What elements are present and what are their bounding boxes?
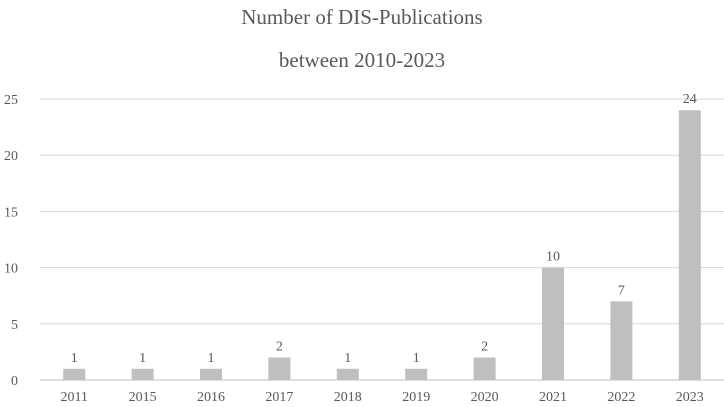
bar-2022 (610, 301, 633, 380)
y-tick-label: 20 (4, 149, 18, 164)
bar-2019 (405, 368, 428, 380)
data-label: 1 (139, 351, 146, 366)
y-tick-label: 25 (4, 93, 18, 108)
y-tick-label: 15 (4, 205, 18, 220)
y-tick-label: 5 (11, 318, 18, 333)
bar-2017 (268, 357, 291, 380)
x-tick-label: 2015 (129, 390, 157, 405)
x-tick-label: 2018 (334, 390, 362, 405)
chart-title-line-1: Number of DIS-Publications (241, 5, 483, 29)
data-label: 7 (618, 283, 625, 298)
x-tick-label: 2016 (197, 390, 225, 405)
data-label: 2 (276, 340, 283, 355)
data-label: 1 (413, 351, 420, 366)
x-tick-label: 2019 (402, 390, 430, 405)
bar-2023 (678, 110, 701, 381)
y-tick-labels: 0 5 10 15 20 25 (4, 93, 18, 389)
data-label: 2 (481, 340, 488, 355)
gridlines (40, 98, 724, 381)
x-tick-label: 2022 (607, 390, 635, 405)
x-tick-label: 2017 (265, 390, 293, 405)
bar-2018 (336, 368, 359, 380)
chart-title-line-2: between 2010-2023 (278, 48, 446, 72)
x-tick-labels: 2011 2015 2016 2017 2018 2019 2020 2021 2022 2023 (60, 390, 703, 405)
bar-2016 (200, 368, 222, 380)
bar-2021 (542, 267, 564, 380)
x-tick-label: 2011 (60, 390, 87, 405)
bars (63, 110, 701, 381)
data-label: 10 (546, 250, 560, 265)
data-label: 1 (71, 351, 78, 366)
data-label: 1 (208, 351, 215, 366)
data-label: 1 (344, 351, 351, 366)
bar-2011 (63, 368, 86, 380)
x-tick-label: 2021 (539, 390, 567, 405)
x-tick-label: 2023 (676, 390, 704, 405)
data-label: 24 (683, 92, 697, 107)
data-labels: 1 1 1 2 1 1 2 10 7 24 (71, 92, 697, 366)
bar-2020 (473, 357, 496, 380)
bar-2015 (131, 368, 154, 380)
y-tick-label: 0 (11, 374, 18, 389)
y-tick-label: 10 (4, 262, 18, 277)
x-tick-label: 2020 (471, 390, 499, 405)
